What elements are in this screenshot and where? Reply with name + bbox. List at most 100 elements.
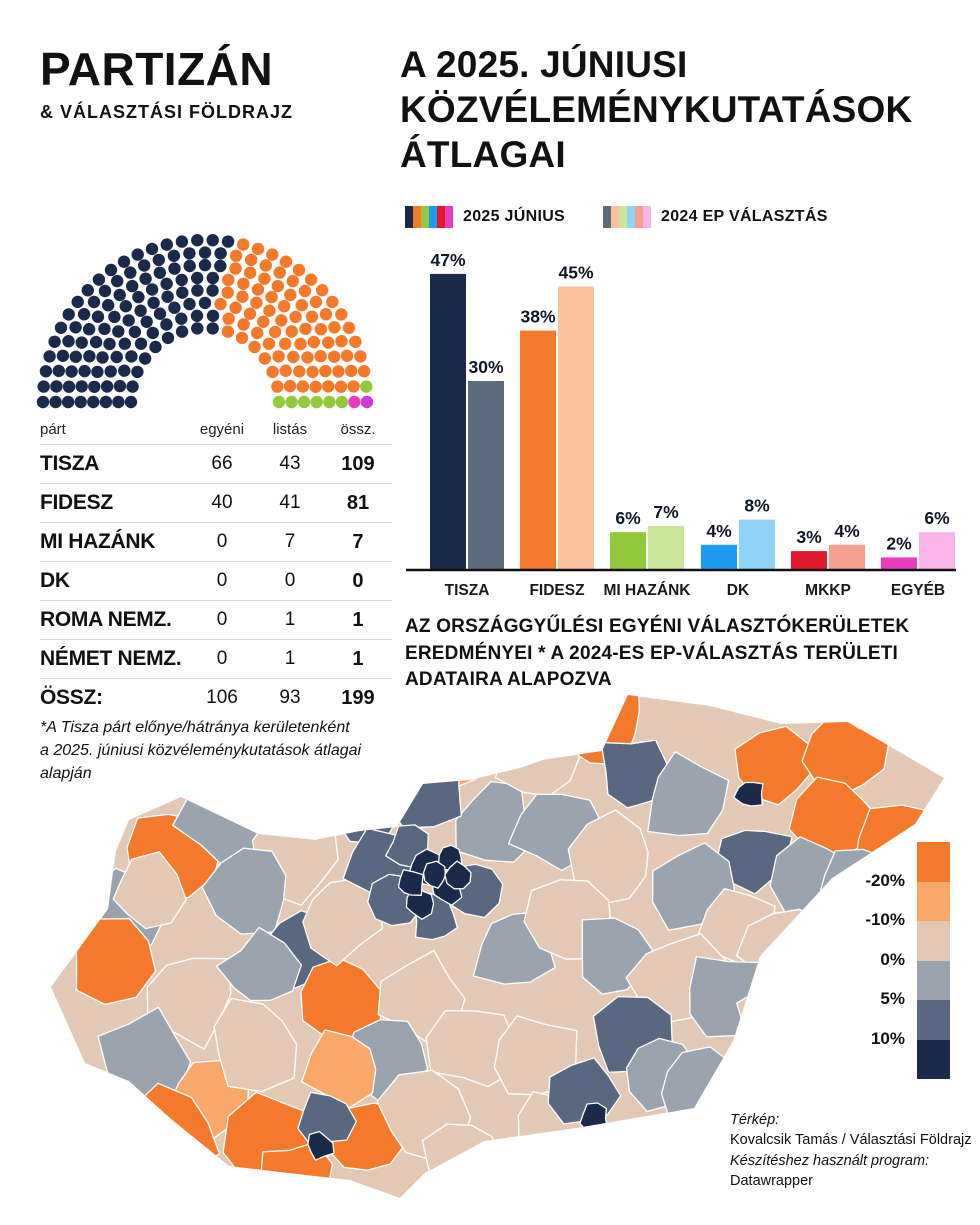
map-legend-colorbar bbox=[917, 842, 950, 1079]
seat-dot bbox=[140, 315, 153, 328]
seat-count-cell: 93 bbox=[279, 687, 301, 708]
seat-dot bbox=[273, 266, 286, 279]
seat-dot bbox=[183, 247, 196, 260]
seat-dot bbox=[83, 350, 96, 363]
seat-table-grid: párt egyéni listás össz. TISZA 66 43 109 FIDESZ… bbox=[40, 418, 392, 717]
seat-table-header: párt egyéni listás össz. bbox=[40, 418, 392, 445]
legend-label-2025: 2025 JÚNIUS bbox=[463, 208, 566, 225]
bar-2024 bbox=[648, 525, 684, 570]
seat-dot bbox=[235, 331, 249, 345]
seat-dot bbox=[191, 234, 204, 247]
seat-dot bbox=[168, 262, 181, 275]
seat-count-cell: 0 bbox=[216, 609, 228, 630]
map-footnote: *A Tisza párt előnye/hátránya kerületenk… bbox=[40, 716, 400, 786]
seat-dot bbox=[251, 326, 264, 340]
seat-dot bbox=[360, 395, 374, 409]
seat-dot bbox=[113, 288, 126, 302]
seat-dot bbox=[229, 301, 242, 314]
seat-dot bbox=[237, 238, 250, 251]
seat-count-cell: 106 bbox=[206, 687, 238, 708]
seat-dot bbox=[112, 395, 125, 409]
seat-dot bbox=[77, 308, 91, 321]
seat-dot bbox=[131, 365, 144, 379]
bar-value-label: 6% bbox=[924, 508, 950, 528]
seat-dot bbox=[206, 322, 219, 335]
seat-dot bbox=[319, 364, 332, 378]
party-name-cell: FIDESZ bbox=[40, 491, 113, 514]
legend-item-2025: 2025 JÚNIUS bbox=[405, 206, 565, 228]
chart-note-line3: ADATAIRA ALAPOZVA bbox=[405, 669, 612, 691]
seat-dot bbox=[334, 380, 348, 393]
map-legend: -20% -10% 0% 5% 10% bbox=[830, 842, 950, 1082]
seat-dot bbox=[88, 380, 101, 393]
seat-dot bbox=[294, 337, 307, 351]
map-legend-segment bbox=[917, 1039, 950, 1079]
seat-dot bbox=[250, 296, 263, 309]
bar-value-label: 4% bbox=[706, 521, 732, 541]
seat-dot bbox=[138, 352, 152, 365]
seat-dot bbox=[161, 331, 175, 345]
seat-dot bbox=[39, 365, 53, 378]
credits-line1: Térkép: bbox=[730, 1112, 780, 1128]
map-cell bbox=[733, 781, 764, 807]
seat-count-cell: 0 bbox=[284, 570, 296, 591]
swatch-stripe bbox=[429, 206, 437, 228]
party-name-cell: MI HAZÁNK bbox=[40, 530, 156, 553]
bar-2025 bbox=[430, 273, 466, 570]
seat-dot bbox=[293, 365, 306, 378]
seat-dot bbox=[326, 295, 339, 309]
bar-2024 bbox=[919, 532, 955, 570]
seat-dot bbox=[52, 364, 65, 378]
table-row: ROMA NEMZ. 0 1 1 bbox=[40, 601, 392, 640]
seat-dot bbox=[175, 325, 189, 338]
bar-value-label: 4% bbox=[834, 521, 860, 541]
seat-dot bbox=[108, 310, 121, 324]
seat-dot bbox=[176, 286, 189, 299]
seat-dot bbox=[54, 321, 68, 334]
seat-dot bbox=[310, 395, 323, 409]
party-name-cell: ÖSSZ: bbox=[40, 686, 103, 709]
legend-item-2024: 2024 EP VÁLASZTÁS bbox=[603, 206, 828, 228]
seat-dot bbox=[314, 350, 327, 363]
seat-dot bbox=[104, 263, 118, 277]
table-row: FIDESZ 40 41 81 bbox=[40, 484, 392, 523]
bar-value-label: 2% bbox=[886, 533, 912, 553]
seat-dot bbox=[295, 299, 308, 312]
seat-dot bbox=[328, 321, 341, 334]
map-cell bbox=[444, 860, 472, 890]
seat-dot bbox=[62, 308, 75, 321]
seat-dot bbox=[297, 395, 311, 409]
seat-dot bbox=[74, 395, 87, 409]
seat-dot bbox=[271, 380, 284, 393]
seat-dot bbox=[248, 340, 261, 354]
seat-dot bbox=[266, 248, 279, 261]
seat-dot bbox=[349, 335, 362, 348]
seat-dot bbox=[71, 295, 84, 309]
seat-dot bbox=[168, 301, 181, 314]
table-row: NÉMET NEMZ. 0 1 1 bbox=[40, 640, 392, 679]
seat-dot bbox=[289, 310, 302, 324]
seat-dot bbox=[62, 380, 76, 393]
seat-dot bbox=[191, 322, 204, 335]
seat-dot bbox=[153, 307, 167, 320]
map-cell bbox=[405, 887, 435, 920]
table-row: MI HAZÁNK 0 7 7 bbox=[40, 523, 392, 562]
swatch-stripe bbox=[421, 206, 429, 228]
party-name-cell: DK bbox=[40, 569, 70, 592]
bar-value-label: 8% bbox=[744, 496, 770, 516]
category-label: DK bbox=[727, 582, 750, 599]
seat-dot bbox=[75, 380, 88, 393]
seat-dot bbox=[259, 259, 272, 272]
seat-dot bbox=[160, 238, 173, 251]
seat-dot bbox=[149, 340, 162, 354]
seat-dot bbox=[37, 380, 50, 393]
seat-dot bbox=[340, 349, 354, 362]
seat-dot bbox=[258, 272, 271, 285]
map-legend-segment bbox=[917, 960, 950, 1000]
seat-dot bbox=[103, 337, 116, 351]
swatch-stripe bbox=[413, 206, 421, 228]
seat-dot bbox=[43, 350, 56, 363]
seat-dot bbox=[191, 271, 204, 285]
seat-dot bbox=[48, 335, 61, 348]
